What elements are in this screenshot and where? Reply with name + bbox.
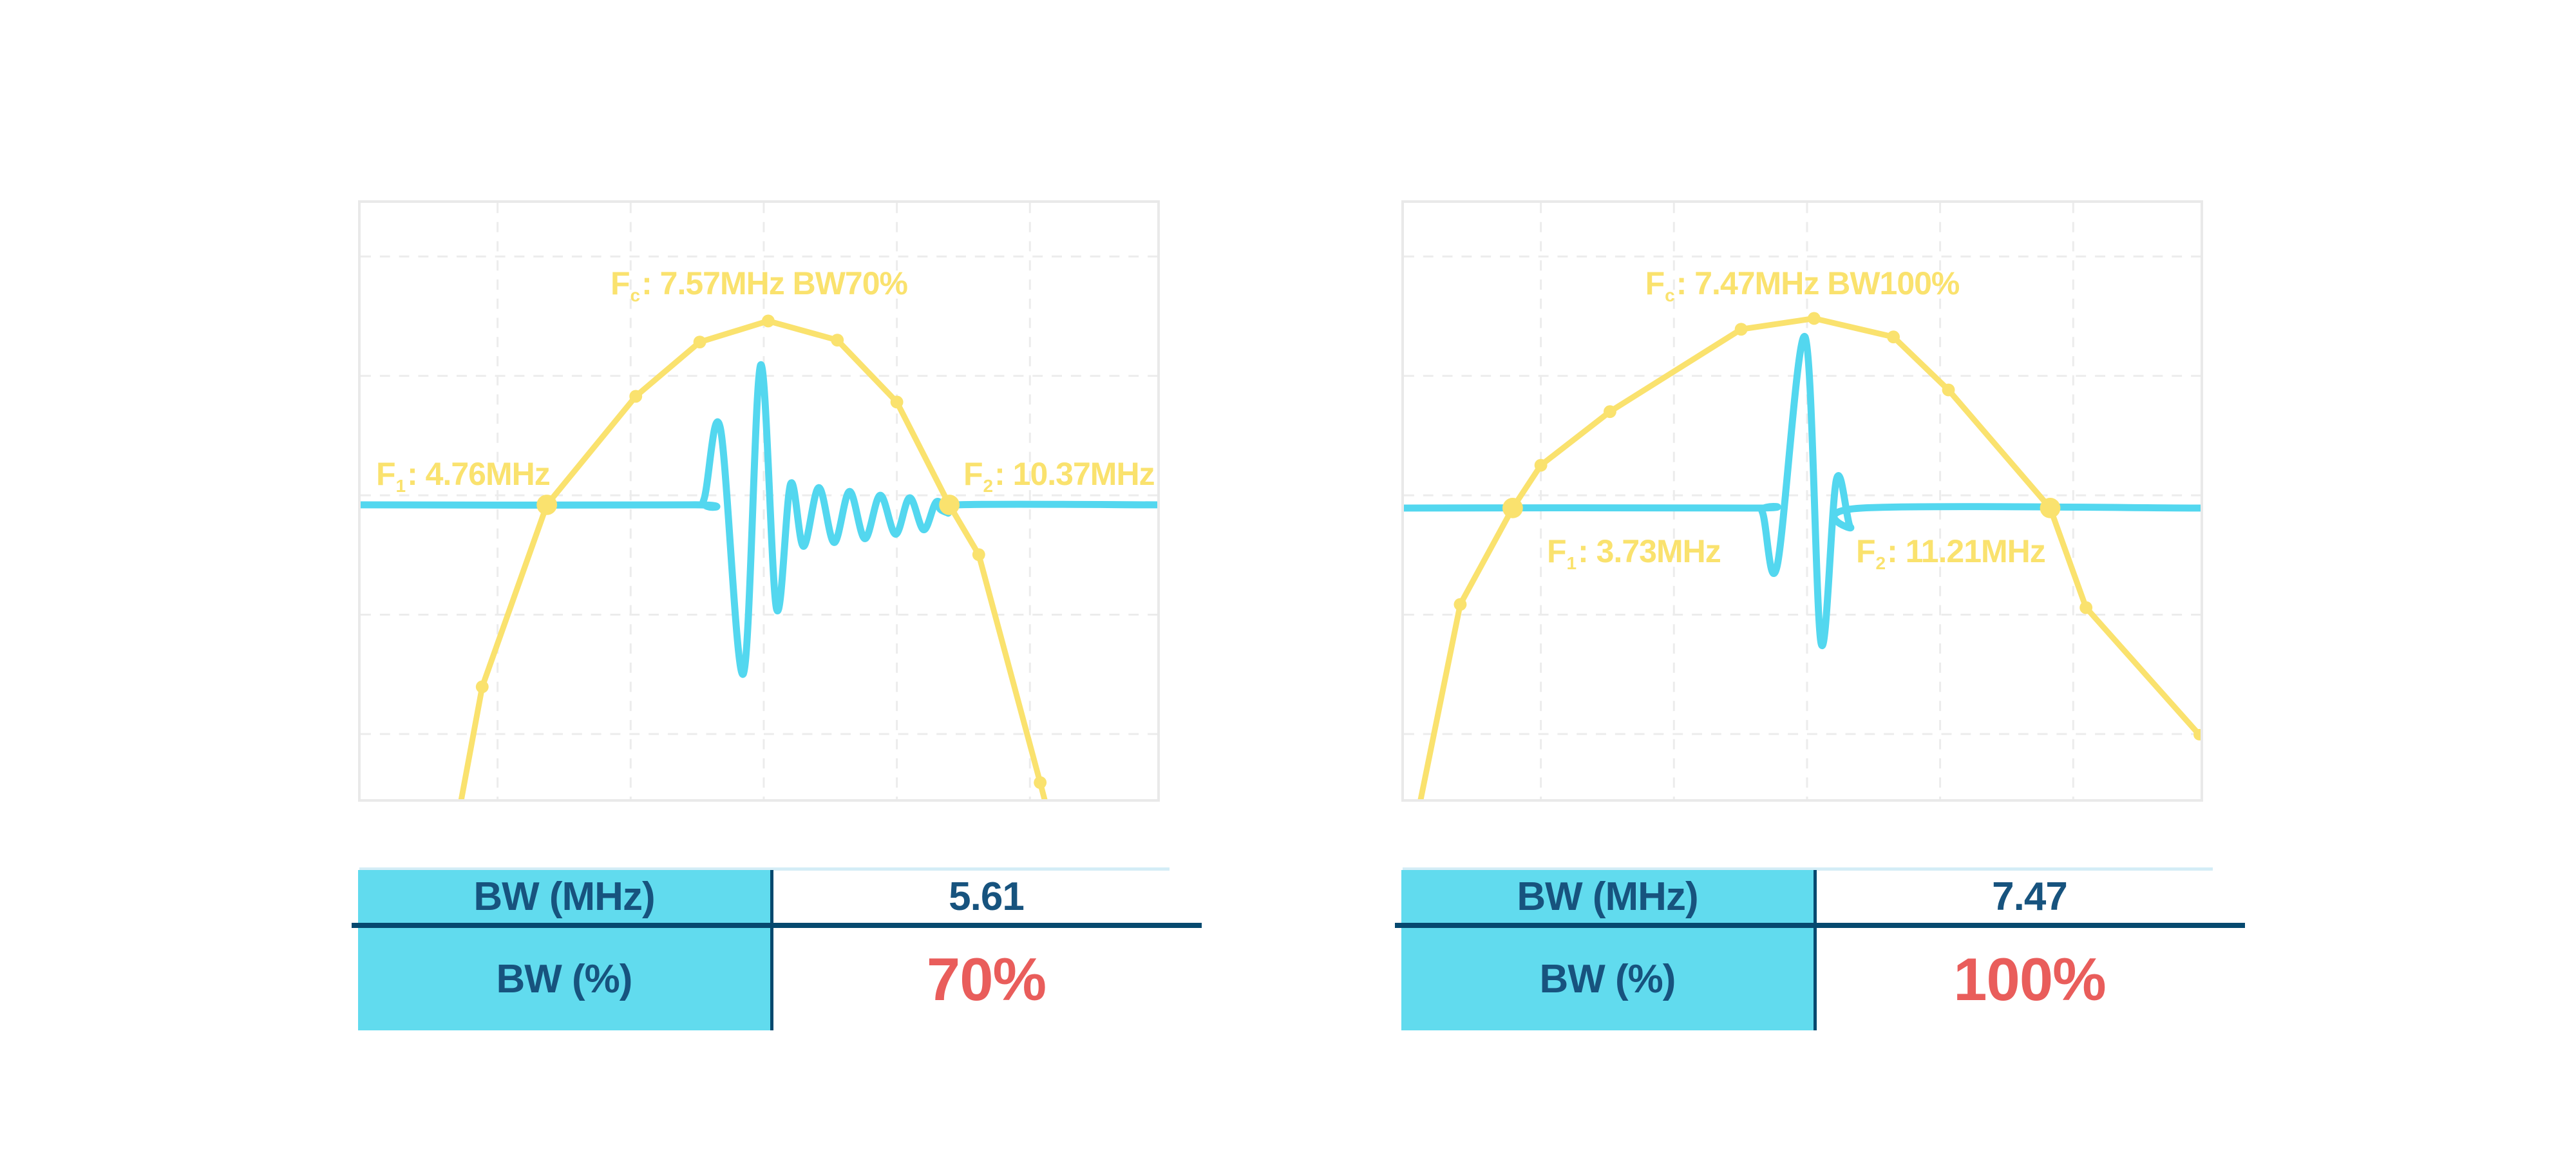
fc-symbol: F [610, 265, 630, 301]
f1-annotation-left: F1: 4.76MHz [376, 456, 551, 496]
spectrum-point-marker [693, 336, 706, 349]
spectrum-point-marker [1034, 776, 1047, 790]
f1-symbol: F [376, 456, 396, 492]
table-header-bw-pct: BW (%) [1401, 928, 1814, 1030]
header-label: BW (MHz) [1517, 874, 1698, 919]
fc-value-text: : 7.47MHz BW100% [1676, 265, 1960, 301]
spectrum-point-marker [629, 390, 643, 403]
fc-value-text: : 7.57MHz BW70% [641, 265, 908, 301]
spectrum-point-marker [761, 314, 775, 328]
table-header-bw-pct: BW (%) [358, 928, 770, 1030]
bandwidth-crossing-marker [2040, 498, 2061, 518]
spectrum-point-marker [1734, 323, 1748, 336]
spectrum-point-marker [1807, 312, 1821, 325]
table-top-rule [1403, 867, 2213, 871]
table-column-divider [770, 870, 773, 1030]
spectrum-point-marker [2193, 728, 2201, 741]
fc-subscript: c [630, 285, 641, 305]
pulse-waveform [1404, 333, 2201, 649]
f1-annotation-right: F1: 3.73MHz [1547, 535, 1721, 572]
spectrum-point-marker [890, 395, 904, 409]
spectrum-curve [1417, 315, 2201, 799]
f2-annotation-right: F2: 11.21MHz [1856, 533, 2046, 573]
spectrum-point-marker [1603, 405, 1616, 419]
chart-svg-right [1404, 203, 2201, 799]
f2-subscript: 2 [1875, 553, 1886, 573]
spectrum-point-marker [972, 548, 985, 562]
table-value-bw-pct: 100% [1817, 928, 2242, 1030]
fc-annotation-right: Fc: 7.47MHz BW100% [1404, 267, 2201, 305]
table-value-bw-pct: 70% [773, 928, 1199, 1030]
chart-panel-right: Fc: 7.47MHz BW100% F1: 3.73MHz F2: 11.21… [1401, 200, 2203, 802]
spectrum-point-marker [1942, 383, 1955, 397]
bandwidth-crossing-marker [536, 495, 558, 515]
f2-symbol: F [963, 456, 983, 492]
bw-table-right: BW (MHz) 7.47 BW (%) 100% [1395, 867, 2245, 1030]
spectrum-point-marker [1534, 459, 1548, 472]
spectrum-point-marker [831, 334, 844, 347]
spectrum-point-marker [2079, 601, 2093, 614]
table-header-bw-mhz: BW (MHz) [1401, 870, 1814, 923]
f2-annotation-left: F2: 10.37MHz [963, 458, 1155, 495]
f2-subscript: 2 [983, 475, 994, 496]
value-text: 100% [1953, 945, 2106, 1013]
fc-subscript: c [1665, 285, 1675, 305]
header-label: BW (MHz) [473, 874, 655, 919]
fc-symbol: F [1645, 265, 1665, 301]
spectrum-point-marker [1454, 598, 1467, 611]
table-value-bw-mhz: 7.47 [1817, 870, 2242, 923]
spectrum-point-marker [475, 680, 489, 694]
f1-value-text: : 4.76MHz [407, 456, 551, 492]
value-text: 5.61 [949, 874, 1025, 919]
f2-value-text: : 11.21MHz [1887, 533, 2046, 569]
spectrum-curve [458, 317, 1048, 799]
table-value-bw-mhz: 5.61 [773, 870, 1199, 923]
f1-symbol: F [1547, 533, 1567, 569]
fc-annotation-left: Fc: 7.57MHz BW70% [361, 267, 1157, 305]
table-top-rule [359, 867, 1170, 871]
header-label: BW (%) [496, 957, 633, 1001]
bandwidth-crossing-marker [939, 495, 960, 515]
f1-subscript: 1 [395, 475, 406, 496]
bandwidth-crossing-marker [1502, 498, 1523, 518]
table-header-bw-mhz: BW (MHz) [358, 870, 770, 923]
table-row-divider [352, 923, 1202, 928]
f2-value-text: : 10.37MHz [994, 456, 1155, 492]
table-column-divider [1814, 870, 1817, 1030]
header-label: BW (%) [1539, 957, 1676, 1001]
f1-subscript: 1 [1566, 553, 1577, 573]
chart-panel-left: Fc: 7.57MHz BW70% F1: 4.76MHz F2: 10.37M… [358, 200, 1160, 802]
value-text: 70% [926, 945, 1046, 1013]
spectrum-point-marker [1887, 330, 1900, 344]
f2-symbol: F [1856, 533, 1876, 569]
chart-svg-left [361, 203, 1157, 799]
bw-table-left: BW (MHz) 5.61 BW (%) 70% [352, 867, 1202, 1030]
f1-value-text: : 3.73MHz [1578, 533, 1721, 569]
table-row-divider [1395, 923, 2245, 928]
pulse-waveform [361, 361, 1157, 678]
value-text: 7.47 [1992, 874, 2068, 919]
